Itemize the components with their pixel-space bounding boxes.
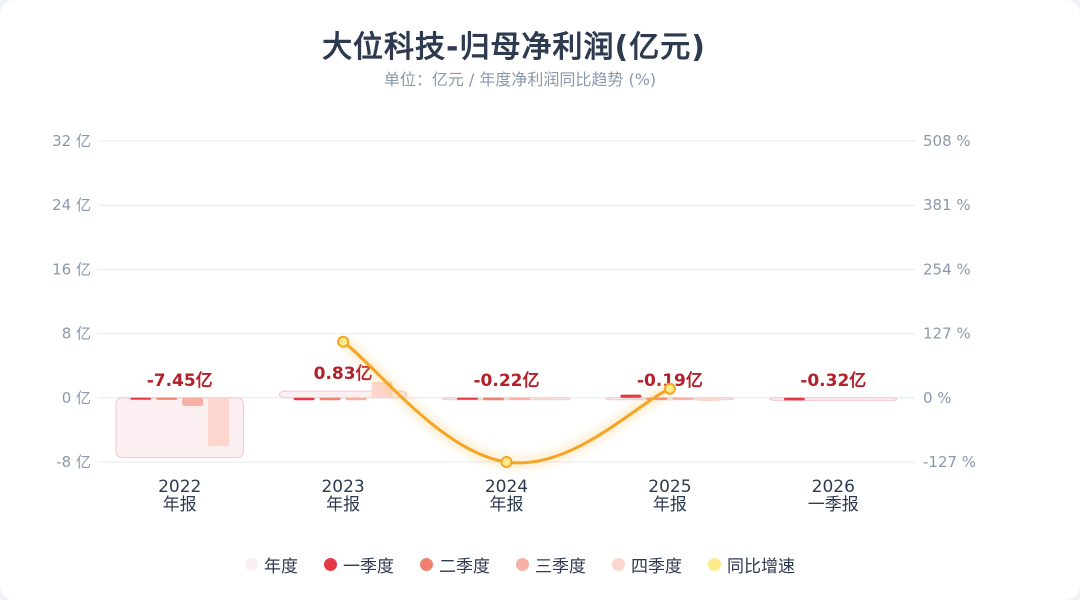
yoy-line-glow (340, 338, 672, 467)
bar-q3 (672, 397, 694, 400)
right-axis-tick-label: 0 % (923, 389, 952, 407)
legend-item-q3[interactable]: 三季度 (516, 552, 586, 577)
bar-q1 (620, 394, 642, 398)
legend-swatch-q1 (324, 558, 337, 571)
legend-item-yoy[interactable]: 同比增速 (708, 552, 795, 577)
bar-annual-data-label: -0.19亿 (637, 370, 703, 391)
legend-label-q2: 二季度 (439, 557, 490, 577)
x-axis-year-label: 2024 (485, 477, 528, 497)
legend-label-q3: 三季度 (535, 557, 586, 577)
yoy-point (500, 456, 513, 468)
legend-item-annual[interactable]: 年度 (245, 552, 298, 577)
yoy-line (342, 340, 671, 465)
right-axis-tick-label: 508 % (923, 132, 971, 150)
left-axis-tick-label: -8 亿 (56, 453, 91, 471)
bar-q3 (509, 397, 530, 400)
legend-swatch-annual (245, 558, 258, 571)
x-axis-year-label: 2025 (648, 477, 691, 497)
left-axis-tick-label: 16 亿 (52, 260, 91, 278)
legend-swatch-q3 (516, 558, 529, 571)
left-axis-tick-label: 8 亿 (62, 325, 91, 343)
legend-item-q2[interactable]: 二季度 (420, 552, 490, 577)
x-axis-period-label: 一季报 (808, 495, 859, 515)
bar-q2 (319, 397, 341, 401)
bar-q1 (783, 397, 805, 401)
legend-label-yoy: 同比增速 (727, 557, 795, 577)
bar-q3 (182, 397, 204, 406)
legend-item-q4[interactable]: 四季度 (612, 552, 682, 577)
x-axis-year-label: 2022 (158, 477, 201, 497)
legend-label-q4: 四季度 (631, 557, 682, 577)
left-axis-tick-label: 32 亿 (52, 132, 91, 150)
x-axis-year-label: 2023 (321, 477, 364, 497)
x-axis-period-label: 年报 (490, 495, 524, 515)
x-axis-period-label: 年报 (326, 495, 360, 515)
x-axis-period-label: 年报 (163, 495, 197, 515)
legend-swatch-q2 (420, 558, 433, 571)
bar-q4 (535, 397, 556, 400)
x-axis-period-label: 年报 (653, 495, 687, 515)
right-axis-tick-label: 127 % (923, 325, 971, 343)
bar-q1 (293, 397, 315, 401)
bar-annual-data-label: 0.83亿 (314, 363, 373, 384)
legend-label-q1: 一季度 (343, 557, 394, 577)
bar-annual-data-label: -7.45亿 (147, 370, 213, 391)
bar-q1 (130, 397, 152, 400)
bar-q2 (483, 397, 504, 401)
x-axis-year-label: 2026 (812, 477, 855, 497)
bar-q4 (698, 397, 720, 402)
right-axis-tick-label: 381 % (923, 196, 971, 214)
legend-label-annual: 年度 (264, 557, 298, 577)
left-axis-tick-label: 24 亿 (52, 196, 91, 214)
bar-annual-data-label: -0.32亿 (800, 370, 866, 391)
legend-item-q1[interactable]: 一季度 (324, 552, 394, 577)
chart-title: 大位科技-归母净利润(亿元) (322, 30, 706, 65)
legend-swatch-q4 (612, 558, 625, 571)
right-axis-tick-label: 254 % (923, 260, 971, 278)
bar-q3 (345, 397, 367, 401)
yoy-point (663, 382, 676, 395)
bar-q1 (457, 397, 478, 400)
left-axis-tick-label: 0 亿 (62, 389, 91, 407)
bar-q4 (208, 397, 230, 446)
right-axis-tick-label: -127 % (923, 453, 976, 471)
legend-swatch-yoy (708, 558, 721, 571)
chart-svg: -8 亿 -127 % 0 亿 0 % 8 亿 127 % 16 亿 254 % 24 亿 381… (52, 132, 976, 515)
chart-legend: 年度 一季度 二季度 三季度 四季度 同比增速 (0, 552, 1040, 577)
bar-q2 (156, 397, 178, 400)
yoy-point (337, 335, 350, 348)
chart-subtitle: 单位：亿元 / 年度净利润同比趋势 (%) (383, 70, 657, 89)
bar-annual-data-label: -0.22亿 (474, 370, 540, 391)
